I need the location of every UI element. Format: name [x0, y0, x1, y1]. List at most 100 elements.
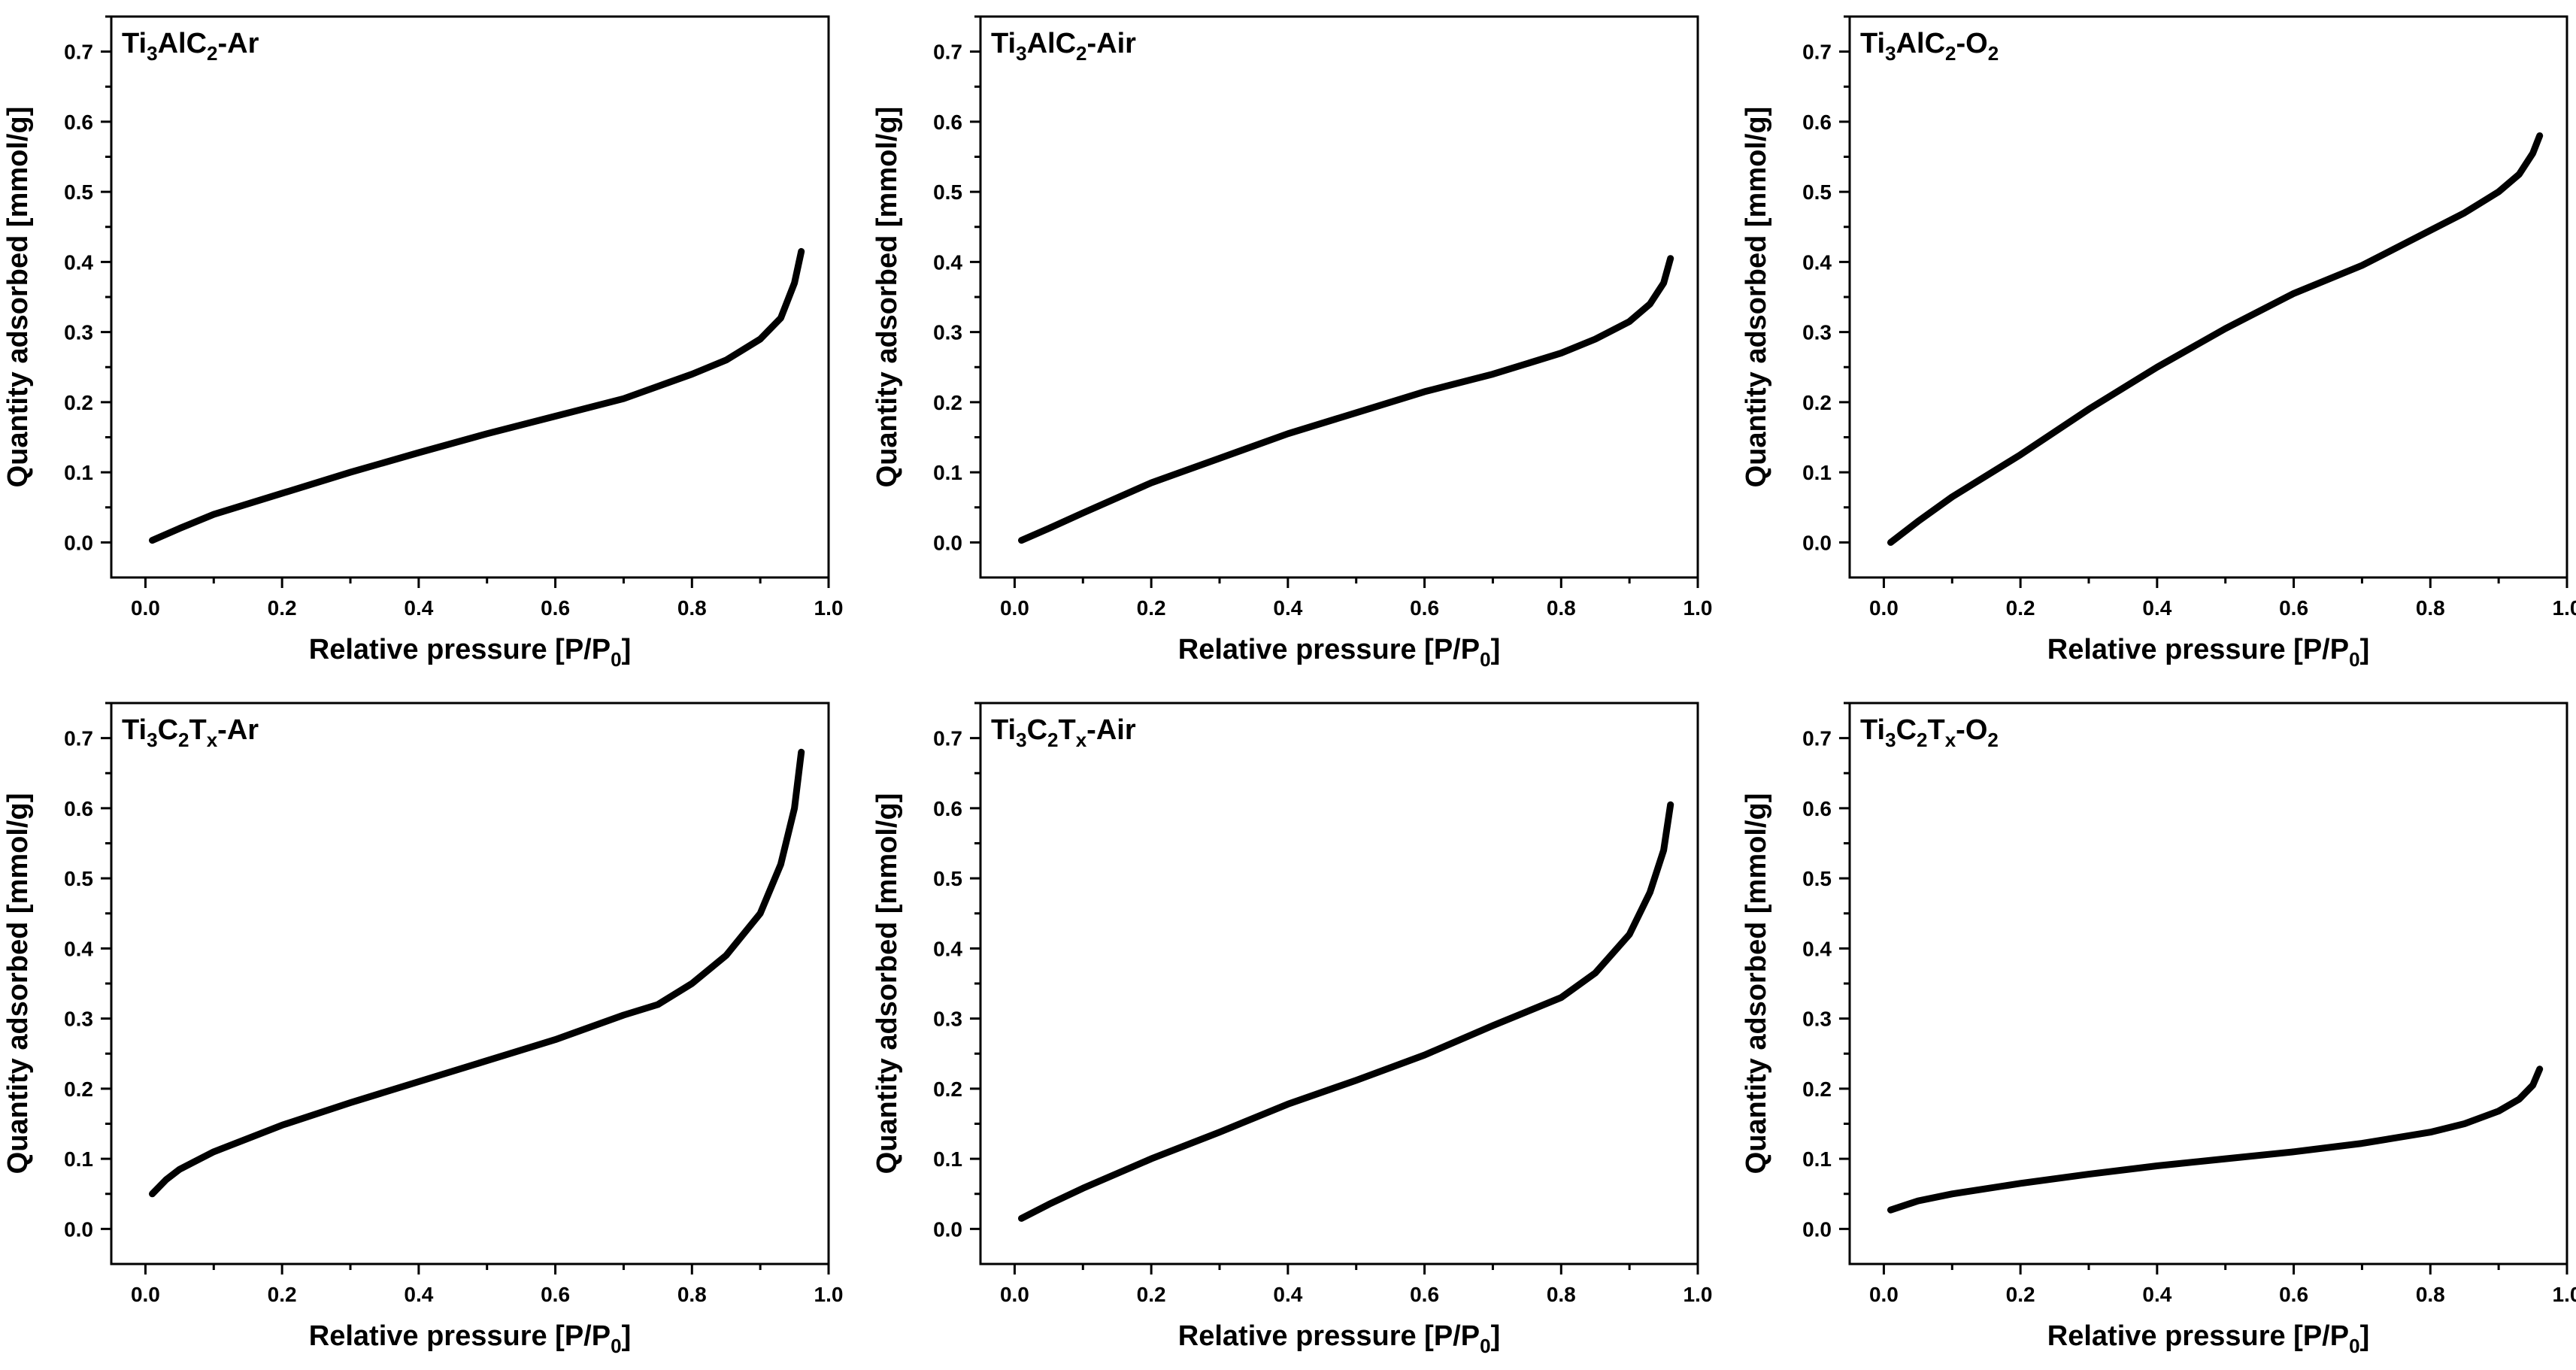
x-tick-label: 0.8 [1547, 1283, 1576, 1306]
x-tick-label: 1.0 [1683, 596, 1713, 620]
x-tick-label: 0.0 [1869, 1283, 1899, 1306]
x-tick-label: 0.8 [677, 1283, 707, 1306]
x-tick-label: 1.0 [814, 1283, 844, 1306]
y-tick-label: 0.0 [933, 1217, 962, 1241]
y-tick-label: 0.5 [64, 867, 93, 890]
x-tick-label: 0.6 [541, 1283, 570, 1306]
y-tick-label: 0.0 [933, 531, 962, 554]
y-tick-label: 0.1 [1802, 461, 1832, 484]
panel-title: Ti3AlC2-Air [991, 28, 1136, 65]
x-tick-label: 0.0 [1869, 596, 1899, 620]
plot-frame [110, 15, 830, 579]
y-tick-label: 0.2 [64, 391, 93, 414]
x-tick-label: 0.4 [404, 596, 433, 620]
x-tick-label: 0.4 [2142, 1283, 2171, 1306]
y-axis-title: Quantity adsorbed [mmol/g] [1741, 793, 1772, 1175]
y-tick-label: 0.7 [1802, 727, 1832, 750]
x-tick-label: 1.0 [1683, 1283, 1713, 1306]
x-tick-label: 0.0 [1000, 596, 1029, 620]
x-tick-label: 1.0 [814, 596, 844, 620]
x-tick-label: 0.4 [404, 1283, 433, 1306]
chart-panel-2: 0.0 0.2 0.4 0.6 0.8 1.0 0.0 0.1 0.2 0.3 0.4 0.5 0.6 0… [871, 15, 1713, 671]
x-axis-title: Relative pressure [P/P0] [309, 634, 631, 671]
x-tick-label: 1.0 [2553, 596, 2576, 620]
y-tick-label: 0.7 [64, 727, 93, 750]
y-tick-label: 0.7 [64, 41, 93, 64]
x-axis-title: Relative pressure [P/P0] [1178, 1320, 1500, 1357]
x-tick-label: 0.8 [677, 596, 707, 620]
x-tick-label: 0.2 [268, 1283, 297, 1306]
y-tick-label: 0.2 [64, 1078, 93, 1101]
x-axis-title: Relative pressure [P/P0] [309, 1320, 631, 1357]
y-tick-label: 0.2 [933, 391, 962, 414]
y-tick-label: 0.2 [1802, 391, 1832, 414]
y-tick-label: 0.5 [64, 180, 93, 204]
y-tick-label: 0.0 [64, 1217, 93, 1241]
y-tick-label: 0.3 [1802, 321, 1832, 344]
y-tick-label: 0.0 [1802, 1217, 1832, 1241]
y-tick-label: 0.6 [1802, 797, 1832, 820]
y-tick-label: 0.4 [1802, 250, 1832, 274]
y-tick-label: 0.4 [933, 937, 962, 960]
y-tick-label: 0.5 [1802, 180, 1832, 204]
y-tick-label: 0.5 [933, 180, 962, 204]
y-axis-title: Quantity adsorbed [mmol/g] [871, 107, 903, 488]
y-tick-label: 0.7 [1802, 41, 1832, 64]
chart-panel-1: 0.0 0.2 0.4 0.6 0.8 1.0 0.0 0.1 0.2 0.3 0.4 0.5 0.6 0… [2, 15, 844, 671]
x-tick-label: 0.6 [1410, 596, 1439, 620]
y-axis-title: Quantity adsorbed [mmol/g] [1741, 107, 1772, 488]
x-tick-label: 0.6 [1410, 1283, 1439, 1306]
x-tick-label: 0.2 [1137, 1283, 1166, 1306]
x-tick-label: 0.0 [131, 596, 160, 620]
panel-title: Ti3AlC2-Ar [122, 28, 259, 65]
y-tick-label: 0.7 [933, 41, 962, 64]
panel-title: Ti3C2Tx-Ar [122, 714, 259, 751]
series-line [1887, 1065, 2544, 1214]
panel-title: Ti3C2Tx-O2 [1860, 714, 1999, 751]
y-tick-label: 0.6 [1802, 111, 1832, 134]
chart-panel-5: 0.0 0.2 0.4 0.6 0.8 1.0 0.0 0.1 0.2 0.3 0.4 0.5 0.6 0… [871, 702, 1713, 1357]
y-tick-label: 0.0 [64, 531, 93, 554]
panel-title: Ti3AlC2-O2 [1860, 28, 1999, 65]
x-tick-label: 0.6 [2279, 1283, 2308, 1306]
y-tick-label: 0.2 [933, 1078, 962, 1101]
y-axis-title: Quantity adsorbed [mmol/g] [2, 107, 34, 488]
y-tick-label: 0.1 [933, 461, 962, 484]
y-tick-label: 0.6 [64, 797, 93, 820]
x-tick-label: 0.4 [1273, 1283, 1302, 1306]
chart-panel-4: 0.0 0.2 0.4 0.6 0.8 1.0 0.0 0.1 0.2 0.3 0.4 0.5 0.6 0… [2, 702, 844, 1357]
y-tick-label: 0.0 [1802, 531, 1832, 554]
x-tick-label: 0.8 [2416, 596, 2445, 620]
x-tick-label: 0.4 [1273, 596, 1302, 620]
y-tick-label: 0.1 [1802, 1147, 1832, 1171]
y-tick-label: 0.5 [1802, 867, 1832, 890]
x-tick-label: 0.2 [2006, 596, 2035, 620]
y-tick-label: 0.3 [64, 1008, 93, 1031]
y-tick-label: 0.1 [933, 1147, 962, 1171]
series-line [149, 748, 805, 1198]
y-tick-label: 0.6 [64, 111, 93, 134]
y-tick-label: 0.4 [933, 250, 962, 274]
plot-frame [979, 15, 1699, 579]
plot-frame [1848, 702, 2568, 1265]
x-tick-label: 0.2 [268, 596, 297, 620]
y-tick-label: 0.5 [933, 867, 962, 890]
plot-frame [979, 702, 1699, 1265]
y-tick-label: 0.2 [1802, 1078, 1832, 1101]
x-tick-label: 0.6 [541, 596, 570, 620]
x-tick-label: 0.6 [2279, 596, 2308, 620]
x-tick-label: 0.4 [2142, 596, 2171, 620]
y-tick-label: 0.4 [64, 937, 93, 960]
series-line [149, 247, 805, 544]
plot-frame [110, 702, 830, 1265]
y-axis-title: Quantity adsorbed [mmol/g] [2, 793, 34, 1175]
y-axis-title: Quantity adsorbed [mmol/g] [871, 793, 903, 1175]
x-tick-label: 1.0 [2553, 1283, 2576, 1306]
x-tick-label: 0.8 [1547, 596, 1576, 620]
panel-title: Ti3C2Tx-Air [991, 714, 1136, 751]
series-line [1018, 255, 1674, 544]
y-tick-label: 0.1 [64, 461, 93, 484]
y-tick-label: 0.6 [933, 797, 962, 820]
x-tick-label: 0.8 [2416, 1283, 2445, 1306]
